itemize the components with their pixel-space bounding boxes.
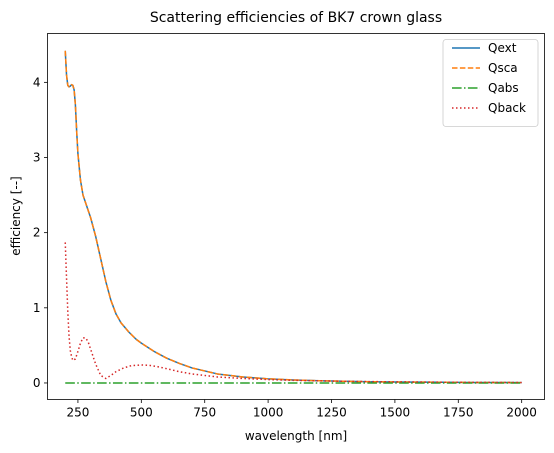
legend-box <box>442 39 539 127</box>
legend-label-qabs: Qabs <box>488 81 519 95</box>
x-tick-label: 500 <box>130 406 153 420</box>
x-tick-label: 250 <box>66 406 89 420</box>
plot-area: 250 500 750 1000 1250 1500 1750 2000 0 1 2 3 4 <box>33 33 545 420</box>
x-axis-ticks: 250 500 750 1000 1250 1500 1750 2000 <box>66 399 537 420</box>
x-tick-label: 1750 <box>443 406 474 420</box>
x-tick-label: 1250 <box>316 406 347 420</box>
legend-label-qext: Qext <box>488 41 517 55</box>
x-tick-label: 1000 <box>253 406 284 420</box>
y-axis-ticks: 0 1 2 3 4 <box>33 75 48 390</box>
series-line-qback <box>64 242 522 384</box>
y-tick-label: 3 <box>33 151 41 165</box>
legend-label-qback: Qback <box>488 101 526 115</box>
x-tick-label: 750 <box>193 406 216 420</box>
y-axis-label: efficiency [--] <box>9 176 23 255</box>
y-tick-label: 4 <box>33 75 41 89</box>
legend-items: Qext Qsca Qabs Qback <box>452 41 526 115</box>
y-tick-label: 2 <box>33 226 41 240</box>
chart-title: Scattering efficiencies of BK7 crown gla… <box>150 10 442 26</box>
y-tick-label: 1 <box>33 301 41 315</box>
y-tick-label: 0 <box>33 376 41 390</box>
x-axis-label: wavelength [nm] <box>245 429 347 443</box>
x-tick-label: 2000 <box>506 406 537 420</box>
series-layer <box>64 50 522 384</box>
x-tick-label: 1500 <box>380 406 411 420</box>
legend-label-qsca: Qsca <box>488 61 518 75</box>
legend: Qext Qsca Qabs Qback <box>442 39 539 127</box>
axes-frame <box>47 33 545 400</box>
